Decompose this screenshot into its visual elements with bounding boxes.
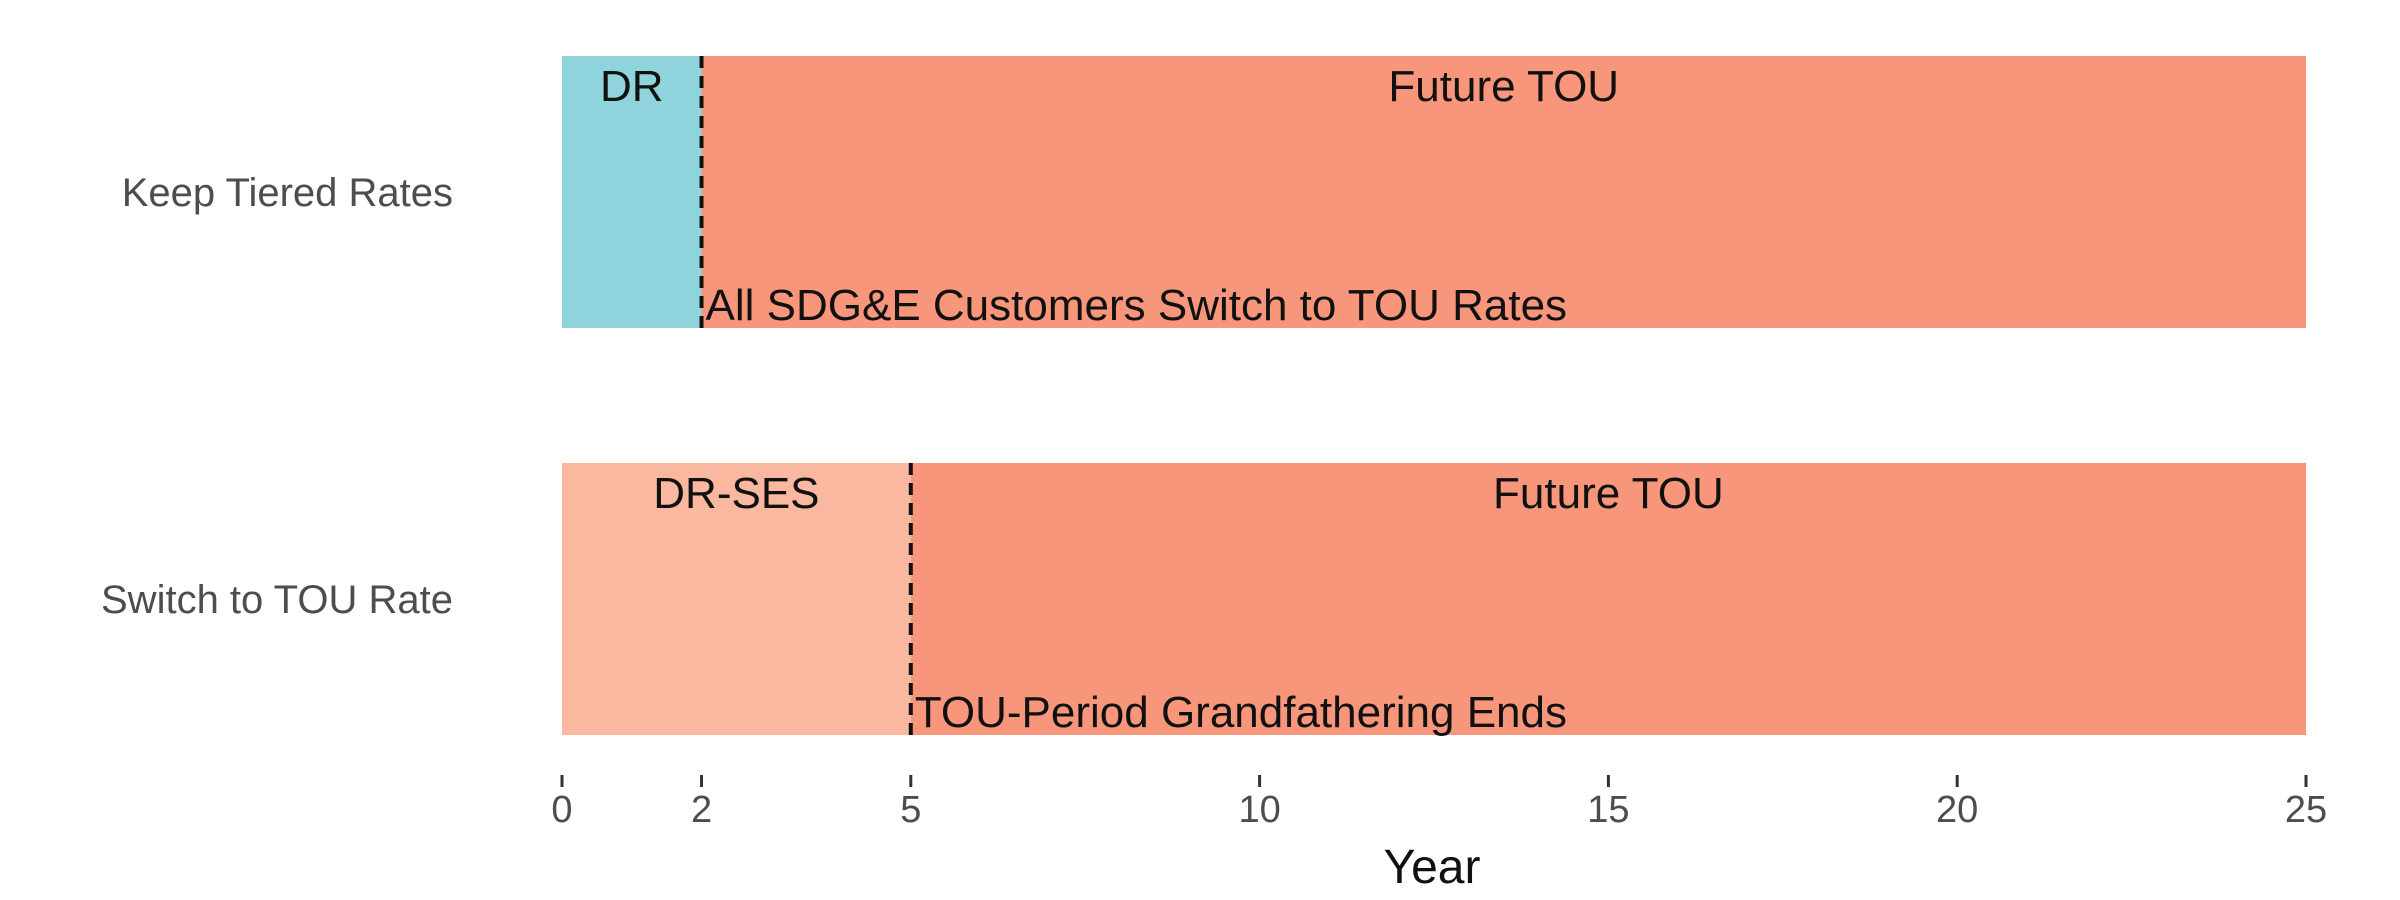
x-tick-label: 20: [1936, 789, 1978, 831]
x-tick-label: 25: [2285, 789, 2327, 831]
timeline-segment: [910, 463, 2306, 735]
x-tick-label: 5: [900, 789, 921, 831]
segment-label: DR: [600, 62, 664, 111]
x-axis-title: Year: [1384, 841, 1481, 894]
x-tick-label: 15: [1587, 789, 1629, 831]
x-tick-label: 10: [1238, 789, 1280, 831]
event-label: All SDG&E Customers Switch to TOU Rates: [706, 281, 1568, 330]
timeline-row: Keep Tiered Rates DR Future TOU All SDG&E C…: [122, 56, 2306, 330]
timeline-segment: [562, 463, 911, 735]
x-tick-label: 2: [691, 789, 712, 831]
rows-layer: Keep Tiered Rates DR Future TOU All SDG&E C…: [101, 56, 2306, 737]
segment-label: Future TOU: [1388, 62, 1619, 111]
timeline-segment: [701, 56, 2306, 328]
row-label: Switch to TOU Rate: [101, 578, 453, 622]
x-axis: Year 0 2 5 10 15 20 25: [551, 775, 2327, 894]
timeline-segment: [562, 56, 702, 328]
timeline-row: Switch to TOU Rate DR-SES Future TOU TOU-Pe…: [101, 463, 2306, 737]
segment-label: DR-SES: [653, 469, 819, 518]
event-label: TOU-Period Grandfathering Ends: [915, 688, 1567, 737]
row-label: Keep Tiered Rates: [122, 171, 453, 215]
segment-label: Future TOU: [1493, 469, 1724, 518]
x-tick-label: 0: [551, 789, 572, 831]
